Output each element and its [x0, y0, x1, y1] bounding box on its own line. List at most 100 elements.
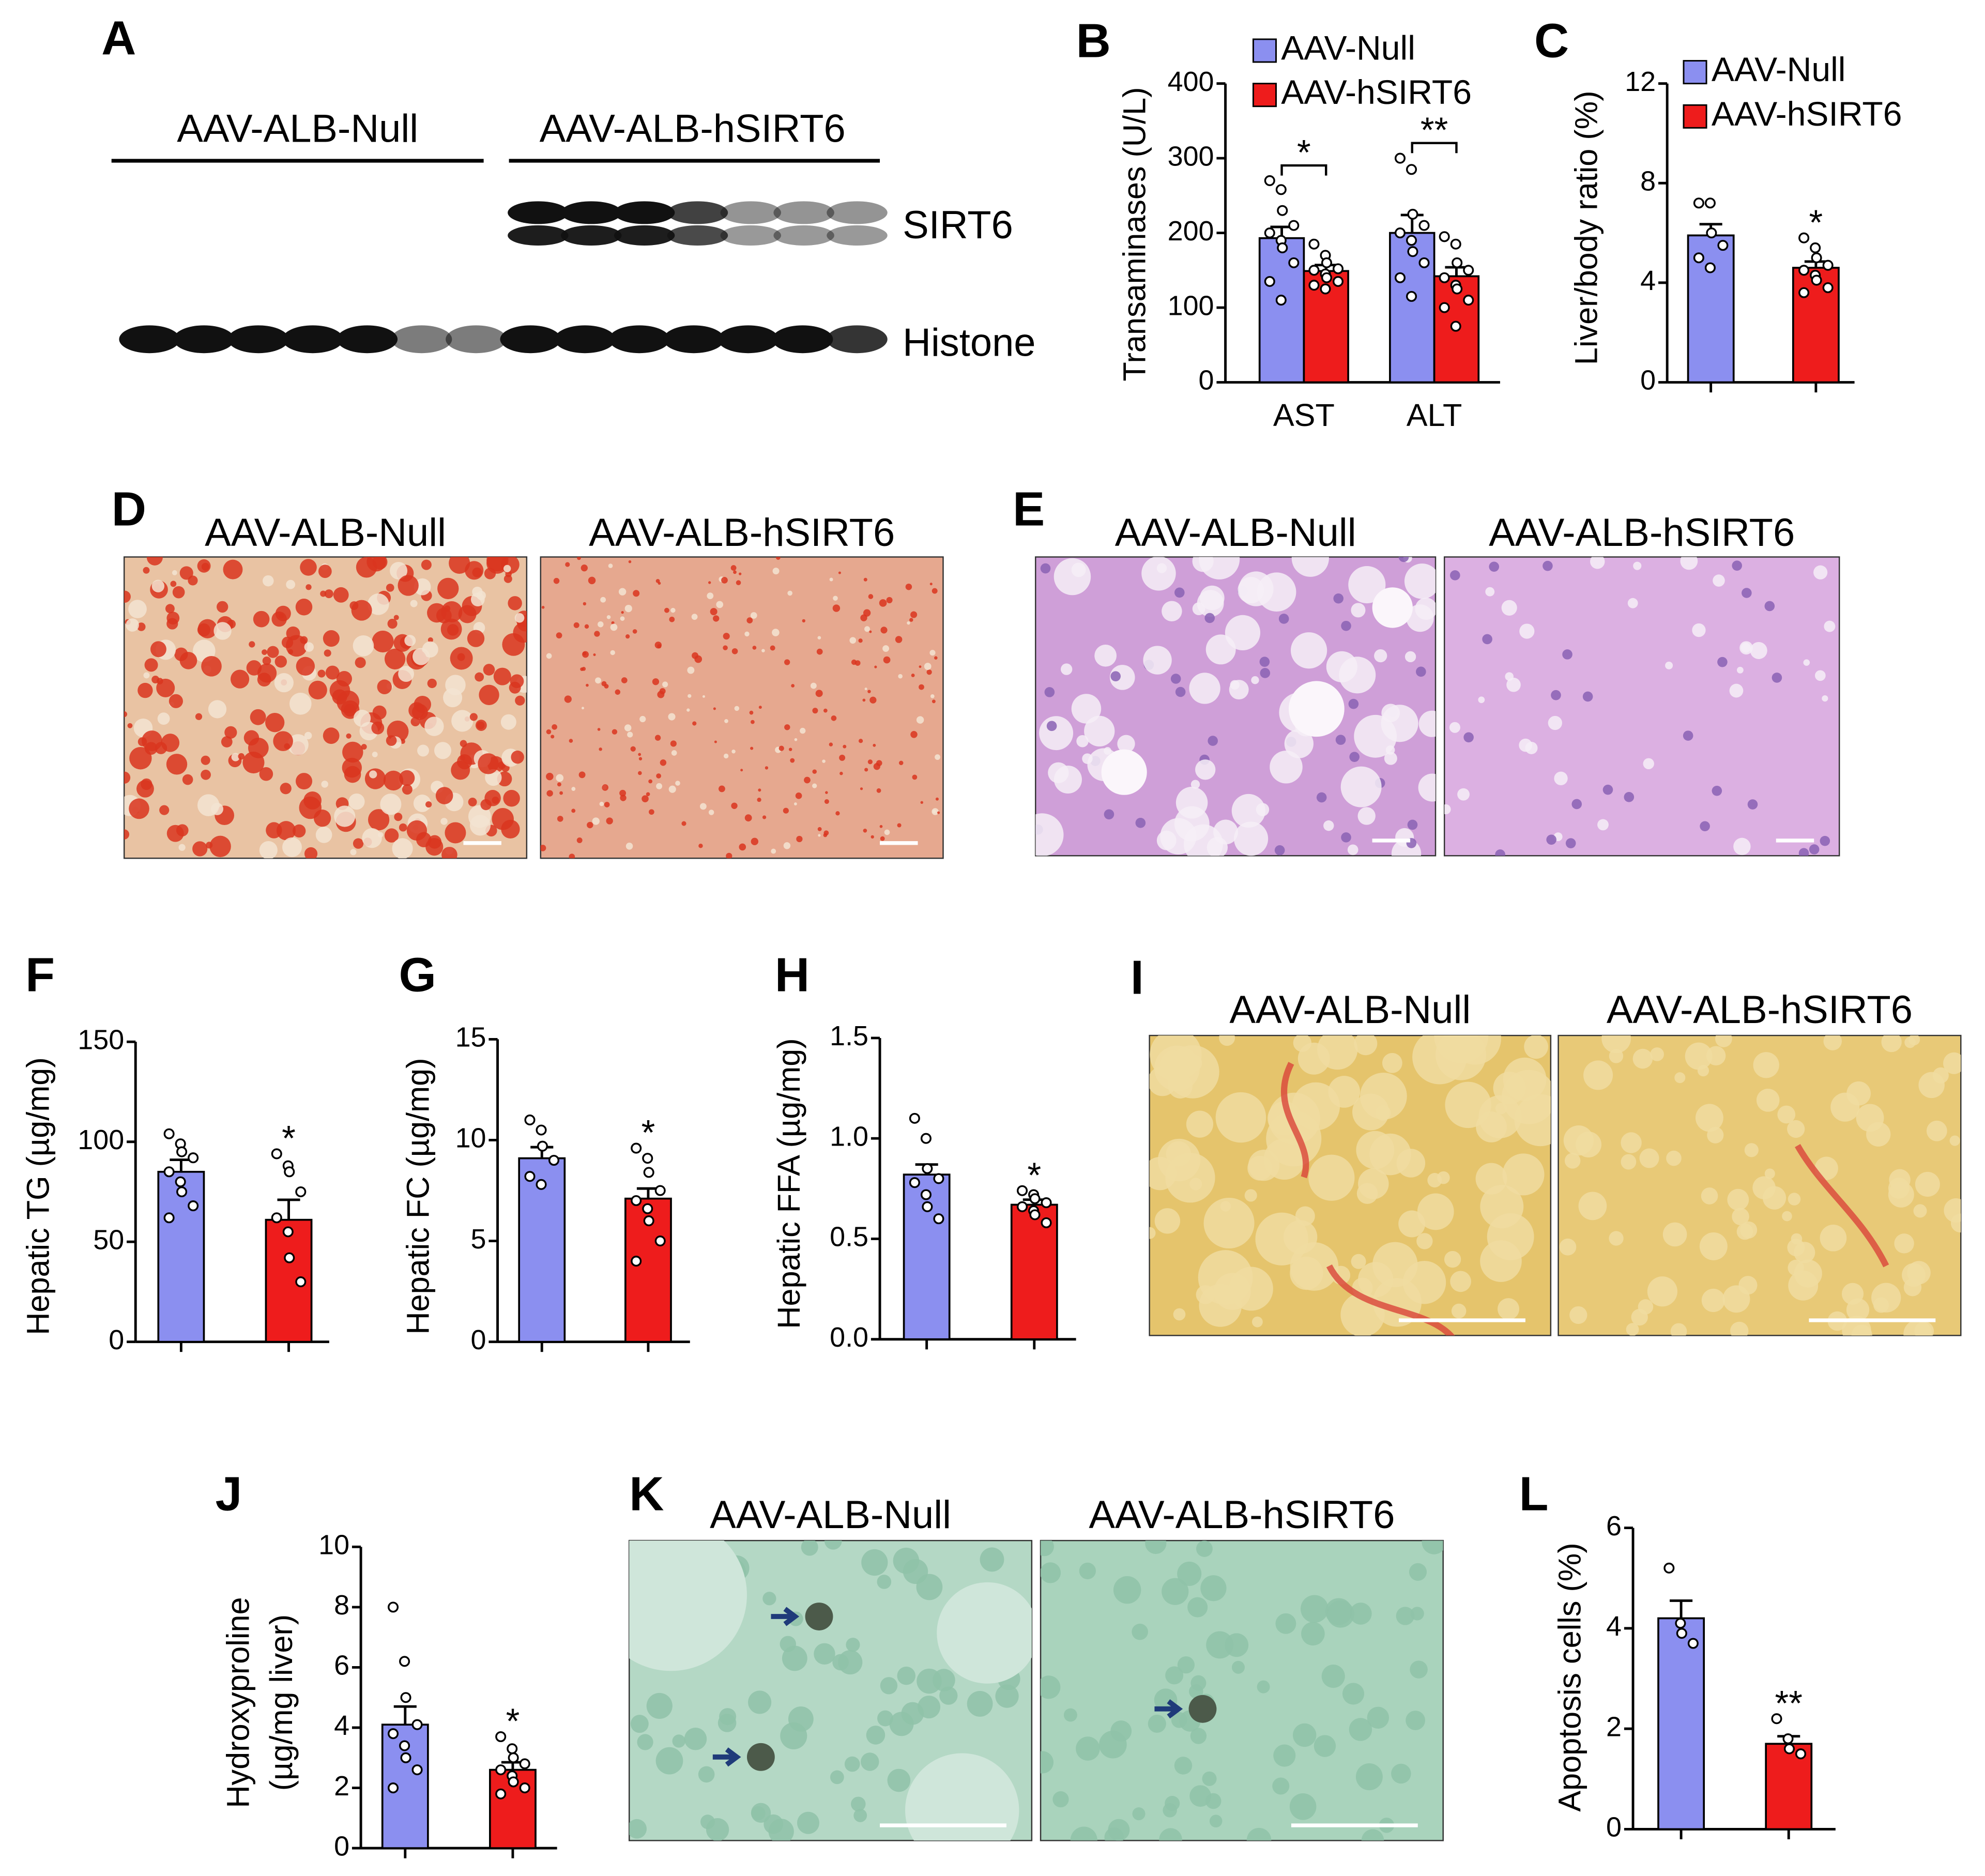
texture-blob [231, 753, 240, 761]
data-point [1439, 231, 1450, 242]
texture-blob [569, 853, 575, 859]
texture-blob [582, 651, 589, 658]
bar [157, 1170, 205, 1343]
texture-blob [662, 681, 668, 688]
blot-band [614, 225, 675, 246]
texture-blob [1263, 1138, 1305, 1180]
texture-blob [1915, 1171, 1940, 1197]
texture-blob [129, 798, 149, 819]
texture-blob [1409, 1563, 1427, 1581]
texture-blob [413, 648, 430, 665]
texture-blob [655, 1747, 683, 1775]
blot-band [720, 225, 782, 246]
texture-blob [597, 728, 601, 731]
texture-blob [1382, 1053, 1402, 1073]
texture-blob [708, 581, 711, 584]
texture-blob [1564, 1153, 1581, 1169]
texture-blob [1417, 1193, 1454, 1230]
texture-blob [911, 674, 915, 677]
texture-blob [274, 673, 294, 693]
panel-letter: L [1519, 1467, 1549, 1520]
texture-blob [1727, 1188, 1749, 1211]
texture-blob [686, 708, 690, 712]
texture-blob [1501, 600, 1517, 616]
texture-blob [863, 828, 867, 833]
texture-blob [1278, 614, 1289, 624]
texture-blob [500, 714, 516, 730]
texture-blob [1715, 1035, 1732, 1047]
texture-blob [1926, 1120, 1947, 1141]
texture-blob [486, 557, 508, 574]
texture-blob [1457, 788, 1470, 801]
texture-blob [141, 778, 152, 790]
texture-blob [795, 792, 802, 799]
texture-blob [716, 601, 724, 608]
texture-blob [1190, 1675, 1207, 1691]
texture-blob [654, 735, 661, 741]
significance: * [1809, 203, 1823, 242]
texture-blob [1824, 620, 1836, 632]
texture-blob [394, 813, 403, 821]
data-point [1041, 1197, 1052, 1209]
texture-blob [515, 695, 525, 706]
texture-blob [916, 716, 924, 724]
texture-blob [325, 665, 340, 680]
texture-blob [1189, 1785, 1212, 1807]
texture-blob [413, 795, 431, 812]
texture-blob [1041, 1675, 1061, 1699]
texture-blob [557, 816, 563, 822]
texture-blob [146, 557, 163, 566]
texture-blob [782, 1645, 807, 1671]
data-point [1394, 227, 1406, 239]
texture-blob [1756, 1088, 1780, 1112]
texture-blob [1369, 1133, 1411, 1176]
texture-blob [399, 823, 407, 832]
data-point [176, 1186, 188, 1197]
texture-blob [1174, 587, 1185, 598]
texture-blob [1450, 570, 1460, 581]
data-point [1029, 1193, 1041, 1204]
texture [1035, 557, 1436, 856]
texture-blob [830, 1770, 844, 1785]
texture-blob [646, 792, 650, 797]
texture-blob [1685, 1042, 1713, 1070]
texture-blob [772, 568, 780, 575]
texture-blob [546, 772, 554, 781]
texture-blob [638, 757, 643, 760]
texture-blob [835, 811, 840, 816]
texture-blob [1063, 1708, 1077, 1722]
arrow [771, 1607, 800, 1626]
x-tick-label: AST [1273, 398, 1335, 433]
texture-blob [793, 802, 797, 805]
texture-blob [150, 641, 166, 658]
texture-blob [1385, 745, 1395, 755]
texture-blob [758, 706, 762, 709]
texture-blob [884, 829, 890, 835]
y-tick-label: 8 [1640, 165, 1656, 196]
data-point [1439, 302, 1450, 313]
texture-blob [1071, 562, 1086, 577]
texture-blob [1662, 1222, 1687, 1247]
texture-blob [451, 760, 470, 780]
texture-blob [1729, 683, 1744, 698]
data-point [507, 1743, 518, 1755]
y-tick-label: 10 [455, 1123, 486, 1154]
y-tick-label: 1.5 [830, 1020, 868, 1051]
data-point [1798, 287, 1810, 298]
data-point [654, 1185, 666, 1196]
texture-blob [296, 657, 315, 676]
texture-blob [869, 630, 872, 633]
texture-blob [880, 836, 885, 841]
texture-blob [1788, 1259, 1804, 1276]
texture-blob [480, 799, 492, 811]
texture-blob [262, 649, 267, 655]
texture-blob [483, 664, 495, 676]
texture-blob [736, 580, 741, 586]
texture-blob [469, 713, 478, 721]
texture-blob [1358, 1262, 1394, 1298]
texture-blob [1814, 670, 1826, 681]
texture-blob [1349, 1718, 1372, 1741]
texture-blob [1489, 561, 1500, 572]
texture-blob [897, 823, 902, 828]
bar [1657, 1617, 1705, 1831]
